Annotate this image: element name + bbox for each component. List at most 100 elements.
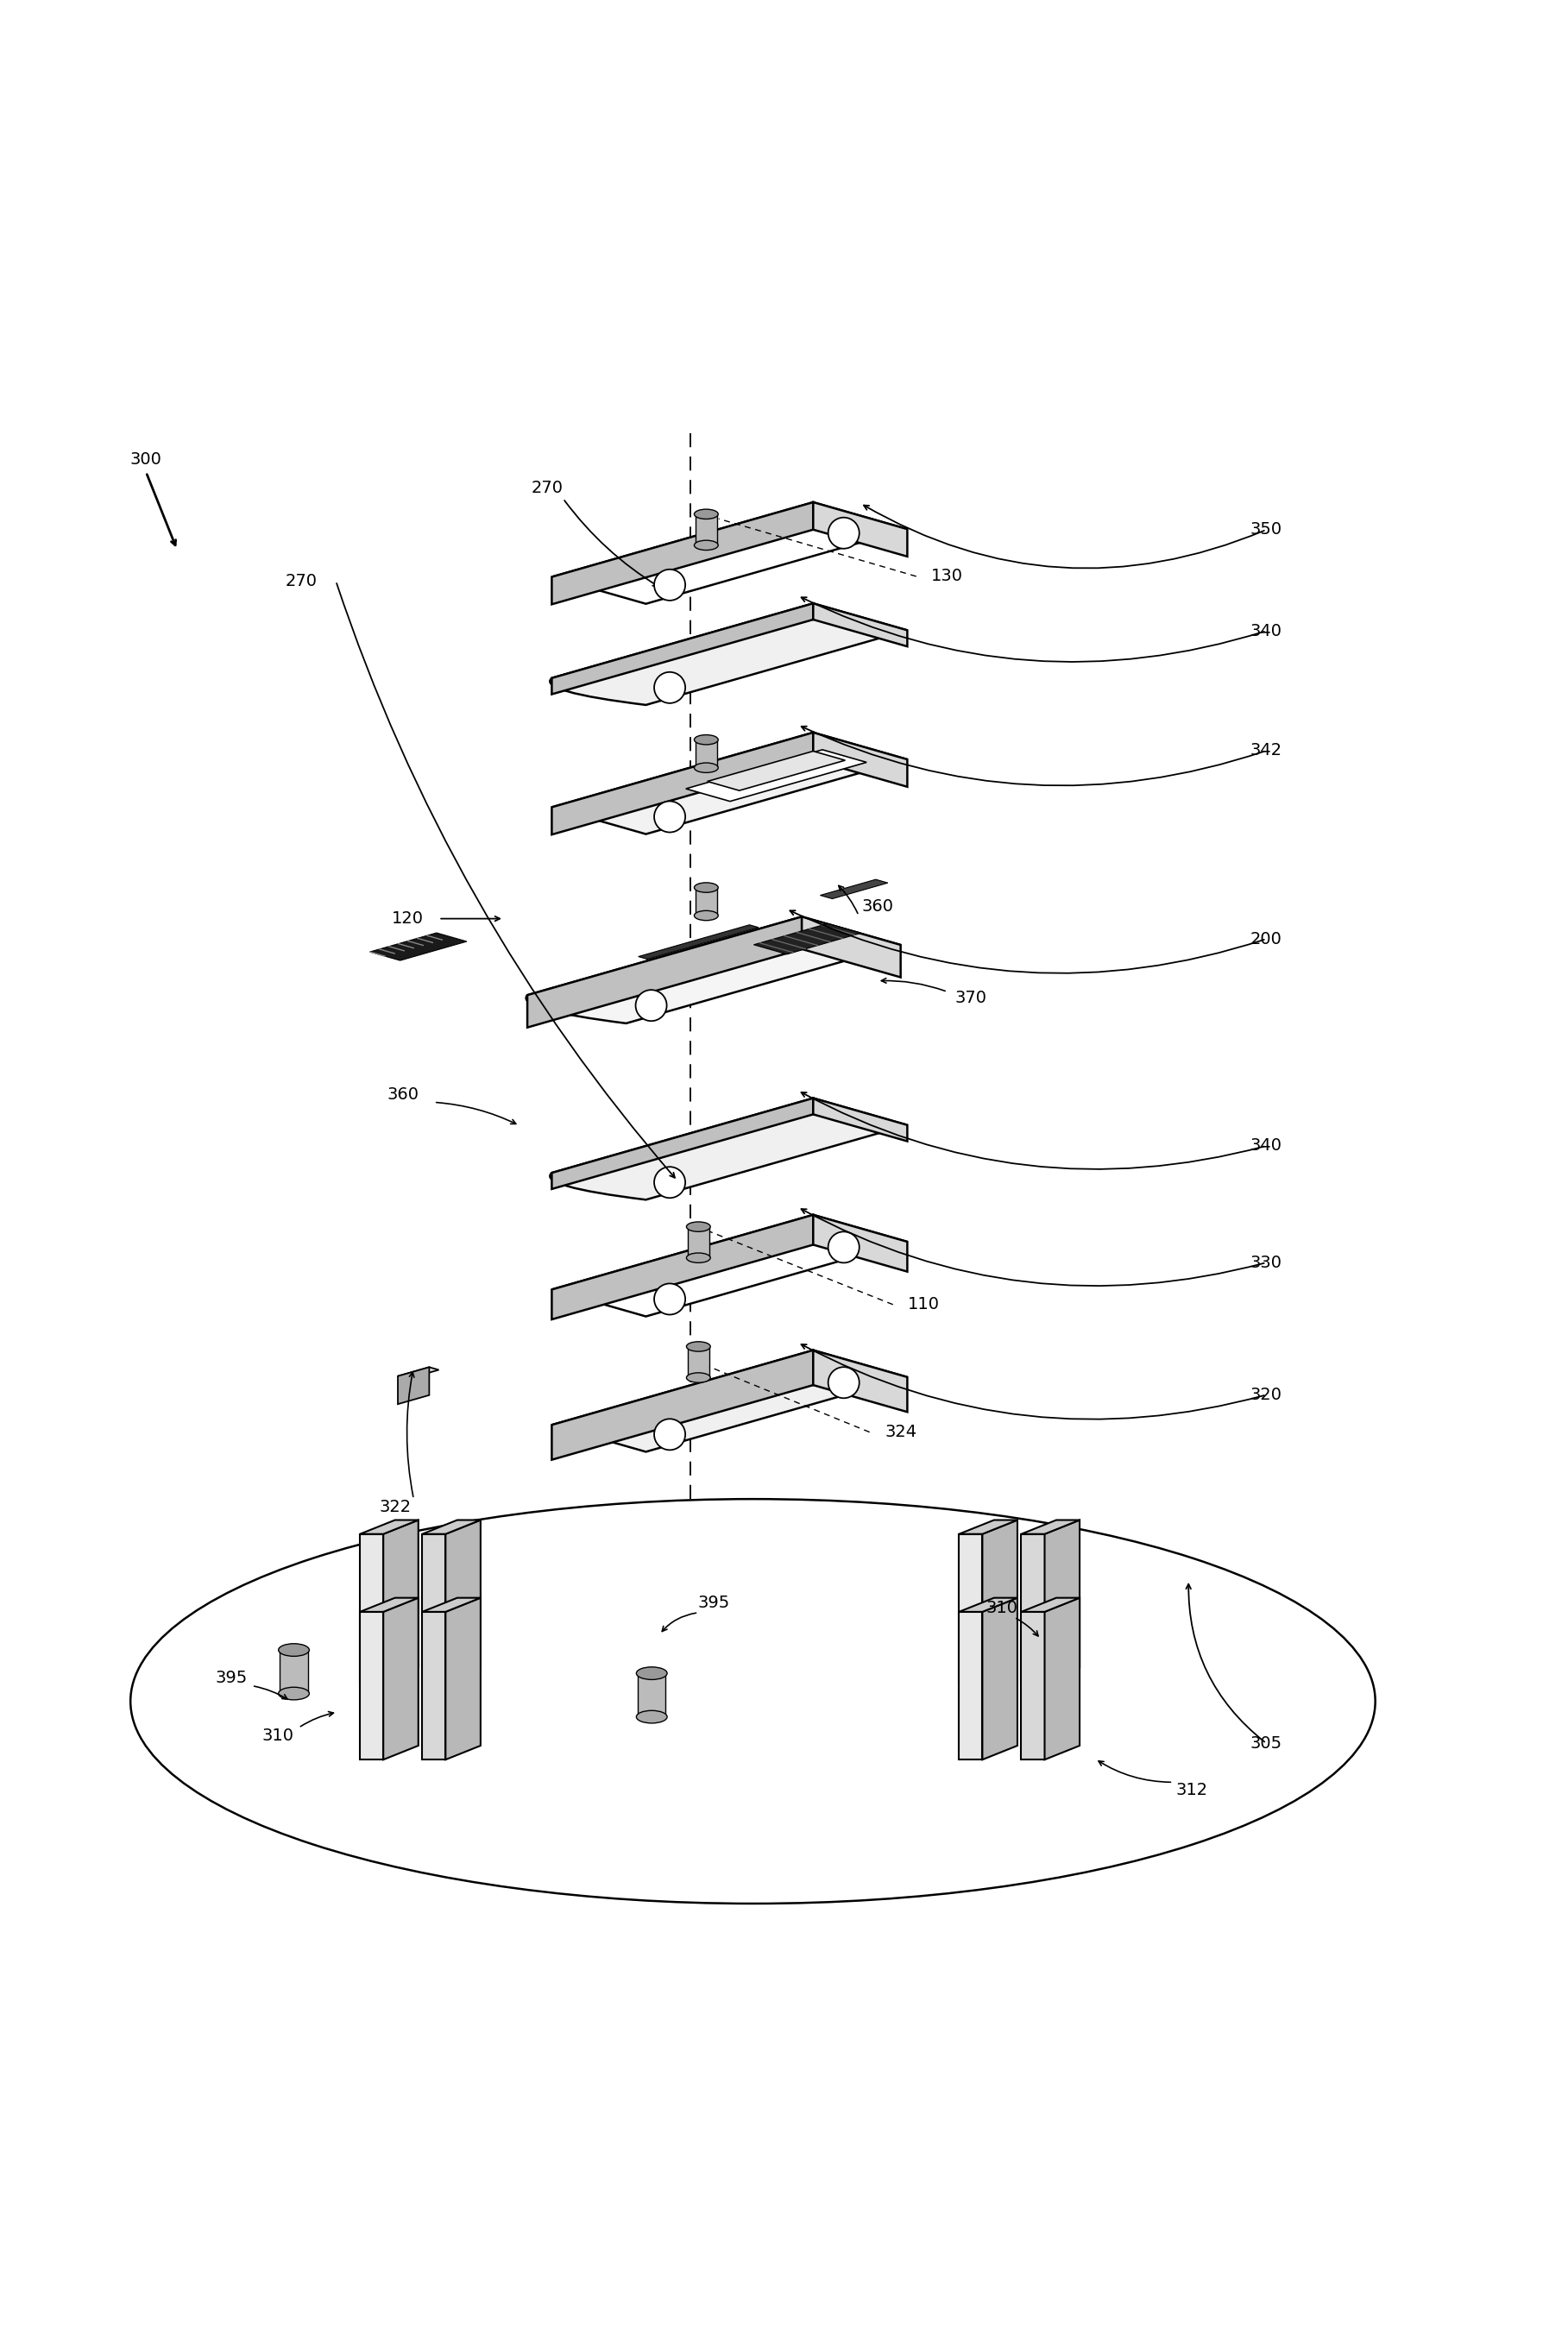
PathPatch shape bbox=[525, 918, 900, 1022]
Circle shape bbox=[635, 990, 666, 1020]
PathPatch shape bbox=[550, 603, 908, 706]
Circle shape bbox=[828, 1367, 859, 1397]
Polygon shape bbox=[398, 1367, 439, 1379]
Text: 340: 340 bbox=[1250, 622, 1283, 638]
Polygon shape bbox=[695, 741, 717, 769]
Polygon shape bbox=[552, 503, 814, 603]
Polygon shape bbox=[695, 887, 717, 915]
Polygon shape bbox=[279, 1649, 307, 1693]
Polygon shape bbox=[687, 1346, 709, 1379]
Text: 320: 320 bbox=[1250, 1386, 1283, 1402]
Polygon shape bbox=[754, 925, 861, 955]
Circle shape bbox=[654, 801, 685, 831]
Polygon shape bbox=[960, 1612, 983, 1761]
Polygon shape bbox=[552, 1099, 814, 1190]
Polygon shape bbox=[552, 1351, 908, 1451]
Polygon shape bbox=[383, 1598, 419, 1761]
Text: 300: 300 bbox=[130, 452, 162, 468]
Polygon shape bbox=[695, 515, 717, 545]
Text: 370: 370 bbox=[955, 990, 986, 1006]
Ellipse shape bbox=[695, 510, 718, 519]
Polygon shape bbox=[685, 750, 867, 801]
Circle shape bbox=[828, 517, 859, 550]
Text: 130: 130 bbox=[931, 568, 963, 585]
Polygon shape bbox=[983, 1598, 1018, 1761]
Polygon shape bbox=[361, 1535, 383, 1682]
Ellipse shape bbox=[695, 736, 718, 745]
Ellipse shape bbox=[695, 540, 718, 550]
Polygon shape bbox=[552, 1216, 814, 1321]
Text: 200: 200 bbox=[1250, 932, 1283, 948]
Polygon shape bbox=[1021, 1598, 1080, 1612]
Polygon shape bbox=[361, 1521, 419, 1535]
Polygon shape bbox=[422, 1598, 480, 1612]
Polygon shape bbox=[1044, 1521, 1080, 1682]
Polygon shape bbox=[361, 1612, 383, 1761]
Polygon shape bbox=[820, 880, 887, 899]
Polygon shape bbox=[370, 934, 467, 960]
Polygon shape bbox=[801, 918, 900, 978]
Ellipse shape bbox=[695, 911, 718, 920]
Polygon shape bbox=[687, 1227, 709, 1258]
Polygon shape bbox=[638, 1672, 666, 1716]
Text: 395: 395 bbox=[215, 1670, 248, 1686]
Polygon shape bbox=[422, 1521, 480, 1535]
Circle shape bbox=[654, 1418, 685, 1451]
Polygon shape bbox=[1021, 1535, 1044, 1682]
Text: 340: 340 bbox=[1250, 1137, 1283, 1155]
Polygon shape bbox=[552, 734, 908, 834]
Ellipse shape bbox=[279, 1686, 309, 1700]
Circle shape bbox=[828, 1232, 859, 1262]
Polygon shape bbox=[983, 1521, 1018, 1682]
Polygon shape bbox=[552, 603, 814, 694]
Ellipse shape bbox=[687, 1223, 710, 1232]
Polygon shape bbox=[552, 734, 814, 834]
Polygon shape bbox=[527, 918, 801, 1027]
Ellipse shape bbox=[687, 1253, 710, 1262]
Ellipse shape bbox=[695, 764, 718, 773]
Polygon shape bbox=[361, 1598, 419, 1612]
Polygon shape bbox=[445, 1598, 480, 1761]
Text: 324: 324 bbox=[884, 1423, 917, 1439]
Polygon shape bbox=[422, 1535, 445, 1682]
Text: 310: 310 bbox=[986, 1600, 1018, 1616]
Ellipse shape bbox=[279, 1644, 309, 1656]
Polygon shape bbox=[552, 503, 908, 603]
Polygon shape bbox=[552, 1351, 814, 1460]
Polygon shape bbox=[1021, 1612, 1044, 1761]
Polygon shape bbox=[960, 1535, 983, 1682]
Circle shape bbox=[654, 1167, 685, 1197]
Text: 360: 360 bbox=[861, 899, 894, 915]
Text: 310: 310 bbox=[262, 1728, 295, 1744]
Ellipse shape bbox=[130, 1500, 1375, 1903]
Polygon shape bbox=[814, 734, 908, 787]
Text: 330: 330 bbox=[1250, 1255, 1283, 1272]
Polygon shape bbox=[422, 1612, 445, 1761]
Ellipse shape bbox=[637, 1668, 666, 1679]
Polygon shape bbox=[814, 603, 908, 647]
PathPatch shape bbox=[550, 1099, 908, 1199]
Ellipse shape bbox=[695, 883, 718, 892]
Text: 305: 305 bbox=[1250, 1735, 1283, 1751]
Ellipse shape bbox=[637, 1709, 666, 1723]
Ellipse shape bbox=[687, 1372, 710, 1383]
Polygon shape bbox=[814, 503, 908, 557]
Polygon shape bbox=[814, 1099, 908, 1141]
Polygon shape bbox=[638, 925, 759, 960]
Polygon shape bbox=[383, 1521, 419, 1682]
Text: 110: 110 bbox=[908, 1297, 939, 1314]
Circle shape bbox=[654, 568, 685, 601]
Ellipse shape bbox=[687, 1342, 710, 1351]
Circle shape bbox=[654, 673, 685, 703]
Polygon shape bbox=[552, 1216, 908, 1316]
Polygon shape bbox=[960, 1521, 1018, 1535]
Polygon shape bbox=[1021, 1521, 1080, 1535]
Text: 312: 312 bbox=[1176, 1782, 1207, 1798]
Polygon shape bbox=[707, 752, 845, 790]
Circle shape bbox=[654, 1283, 685, 1314]
Polygon shape bbox=[398, 1367, 430, 1404]
Text: 360: 360 bbox=[387, 1085, 419, 1102]
Text: 350: 350 bbox=[1250, 522, 1283, 538]
Polygon shape bbox=[960, 1598, 1018, 1612]
Text: 322: 322 bbox=[379, 1498, 411, 1514]
